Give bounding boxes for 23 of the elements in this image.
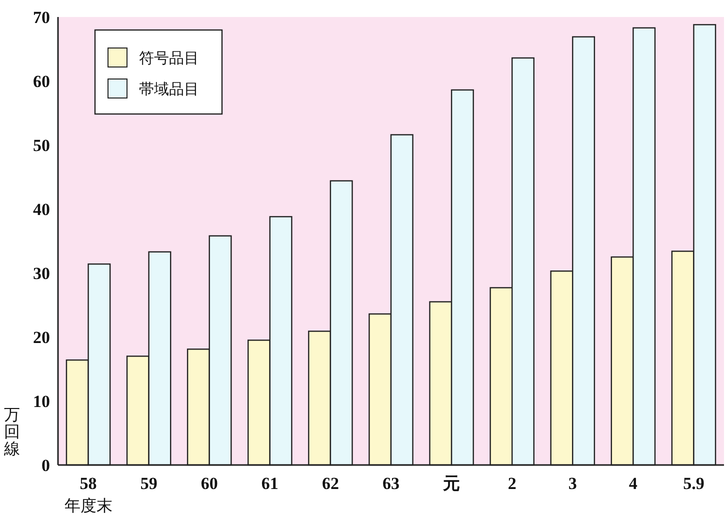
x-tick-label: 3 [568,474,577,493]
x-tick-label: 元 [442,474,460,493]
x-tick-label: 5.9 [683,474,704,493]
y-tick-label: 50 [33,136,50,155]
y-tick-label: 20 [33,328,50,347]
x-tick-label: 58 [80,474,97,493]
x-tick-label: 61 [261,474,278,493]
y-tick-label: 60 [33,72,50,91]
x-tick-label: 4 [628,474,638,493]
x-axis-title: 年度末 [64,497,112,515]
y-tick-label: 30 [33,264,50,283]
x-tick-label: 2 [508,474,516,493]
y-tick-label: 10 [33,392,50,411]
y-axis-title: 万回線 [3,407,20,458]
y-tick-label: 40 [33,200,50,219]
x-tick-label: 59 [140,474,158,493]
y-tick-label: 0 [42,456,50,475]
x-tick-label: 63 [382,474,400,493]
x-tick-label: 62 [322,474,339,493]
legend-label: 符号品目 [139,50,199,67]
x-tick-label: 60 [200,474,218,493]
y-tick-label: 70 [33,8,50,27]
legend-label: 帯域品目 [139,81,199,98]
